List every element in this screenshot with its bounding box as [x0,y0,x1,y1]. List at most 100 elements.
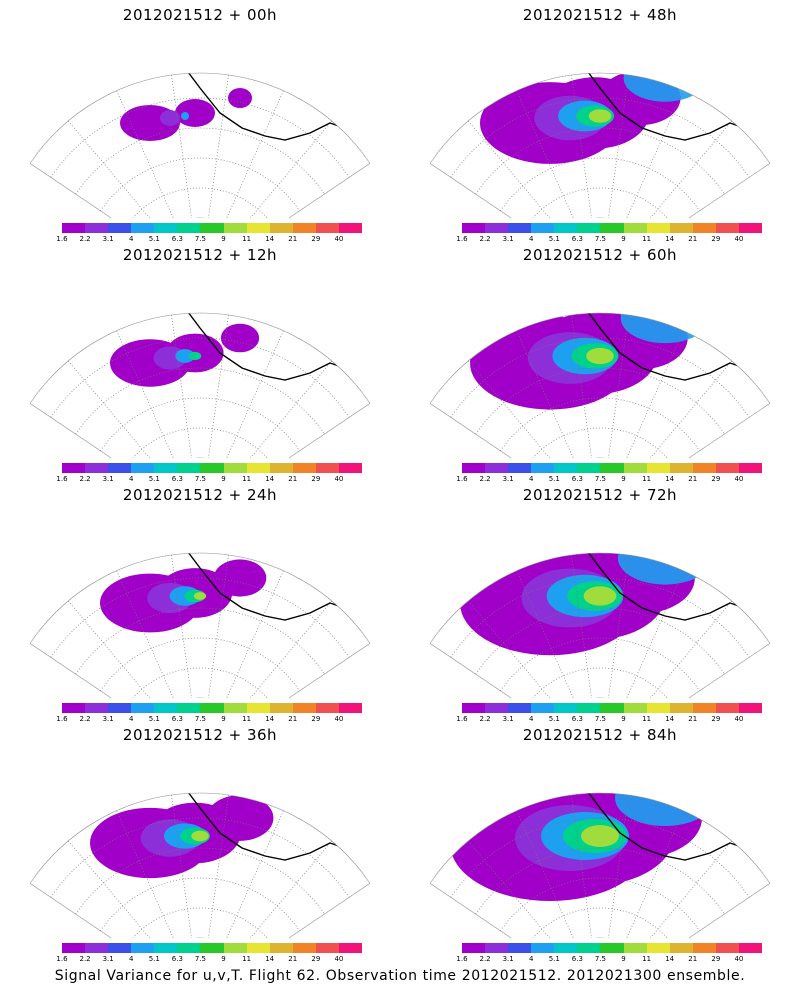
colorbar-segment [577,943,601,953]
latitude-line [75,367,325,435]
colorbar-tick-label: 7.5 [594,715,607,723]
meridian-line [649,883,770,938]
meridian-line [249,643,370,698]
meridian-line [224,330,284,458]
colorbar-segment [577,463,601,473]
meridian-line [249,883,370,938]
colorbar-tick-label: 29 [711,235,721,243]
colorbar-labels: 1.6 2.2 3.1 4 5.1 6.3 7.5 9 11 14 21 29 40 [456,475,762,485]
meridian-line [30,883,151,938]
colorbar-tick-label: 7.5 [594,955,607,963]
colorbar-tick-label: 9 [221,715,226,723]
variance-contour [676,313,704,323]
colorbar-tick-label: 29 [711,955,721,963]
meridian-line [30,403,151,458]
colorbar-tick-label: 2.2 [79,235,91,243]
colorbar-segment [154,463,178,473]
colorbar-segment [577,223,601,233]
map-plot [429,526,771,698]
meridian-line [224,810,284,938]
colorbar [62,703,363,713]
variance-contour [175,99,215,127]
colorbar-segment [85,463,109,473]
colorbar-segment [738,223,763,233]
latitude-line [475,607,725,675]
colorbar-labels: 1.6 2.2 3.1 4 5.1 6.3 7.5 9 11 14 21 29 40 [456,955,762,965]
map-plot [29,286,371,458]
colorbar-segment [62,943,86,953]
colorbar-tick-label: 7.5 [194,475,207,483]
colorbar-tick-label: 14 [665,475,675,483]
colorbar-segment [623,703,647,713]
colorbar-segment [600,463,624,473]
colorbar [462,703,763,713]
colorbar-tick-label: 5.1 [148,235,160,243]
latitude-line [450,97,750,178]
colorbar-tick-label: 5.1 [548,475,560,483]
forecast-panel: 2012021512 + 12h 1.6 2.2 3.1 4 5.1 6.3 7.5 9 11 14… [0,240,400,483]
map-plot [429,72,771,218]
latitude-line [125,427,275,458]
colorbar-segment [531,463,555,473]
colorbar-tick-label: 21 [688,955,698,963]
colorbar-segment [485,223,509,233]
coastline [529,313,761,381]
meridian-line [608,314,629,458]
colorbar-tick-label: 1.6 [456,715,468,723]
colorbar-segment [85,223,109,233]
colorbar-segment [62,463,86,473]
coastline [225,286,272,312]
colorbar-tick-label: 1.6 [56,715,68,723]
meridian-line [624,330,684,458]
colorbar-segment [269,223,293,233]
coastline [225,526,272,552]
colorbar-tick-label: 9 [621,475,626,483]
forecast-panel: 2012021512 + 00h 1.6 2.2 3.1 4 5.1 6.3 7.5 9 11 14… [0,0,400,243]
colorbar-segment [85,703,109,713]
colorbar-tick-label: 7.5 [194,235,207,243]
colorbar-tick-label: 4 [528,715,534,723]
colorbar-segment [292,223,316,233]
forecast-panel: 2012021512 + 72h 1.6 2.2 3.1 4 5.1 6.3 7.5 9 11 14… [400,480,800,723]
colorbar-segment [692,943,716,953]
coastline [625,526,672,552]
colorbar-tick-label: 6.3 [171,235,183,243]
variance-contour [586,347,614,365]
latitude-line [525,427,675,458]
variance-contour [588,109,612,123]
colorbar-tick-label: 21 [688,475,698,483]
colorbar-segment [269,463,293,473]
meridian-line [638,840,733,938]
colorbar-tick-label: 4 [128,715,134,723]
colorbar-tick-label: 3.1 [102,955,114,963]
colorbar-tick-label: 3.1 [502,475,514,483]
meridian-line [624,570,684,698]
colorbar-segment [715,703,739,713]
colorbar-segment [600,223,624,233]
colorbar-segment [177,943,201,953]
colorbar [62,223,363,233]
latitude-line [125,667,275,698]
colorbar-segment [246,943,270,953]
colorbar-tick-label: 21 [288,715,298,723]
colorbar-tick-label: 21 [288,235,298,243]
colorbar-tick-label: 1.6 [456,475,468,483]
colorbar-segment [738,703,763,713]
colorbar-tick-label: 2.2 [479,235,491,243]
coastline [129,553,361,621]
meridian-line [638,120,733,218]
variance-field [30,73,370,218]
colorbar [462,463,763,473]
map-plot [429,312,771,458]
colorbar-segment [508,703,532,713]
colorbar-tick-label: 11 [242,715,252,723]
meridian-line [649,163,770,218]
colorbar-segment [315,223,339,233]
colorbar-segment [177,463,201,473]
colorbar-labels: 1.6 2.2 3.1 4 5.1 6.3 7.5 9 11 14 21 29 40 [56,475,362,485]
colorbar-segment [246,703,270,713]
latitude-line [525,187,675,218]
map-border [29,312,371,458]
colorbar-tick-label: 6.3 [171,955,183,963]
colorbar-segment [131,943,155,953]
